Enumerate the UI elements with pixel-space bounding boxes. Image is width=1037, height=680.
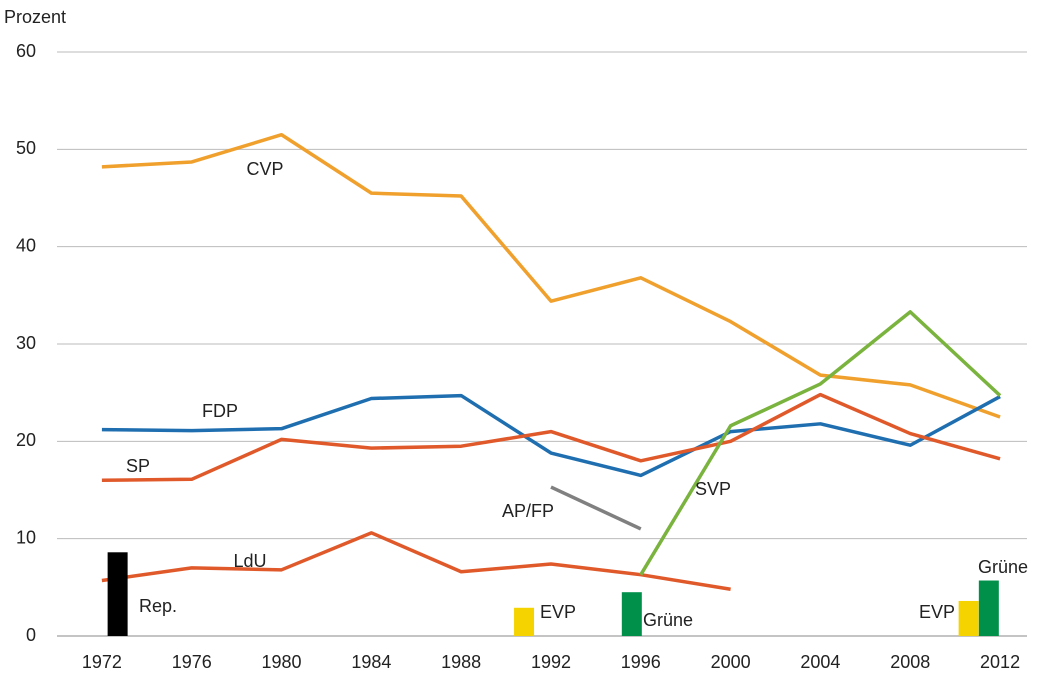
bar (978, 580, 999, 636)
x-tick-label: 2012 (980, 652, 1020, 672)
y-tick-label: 60 (16, 41, 36, 61)
series-label: FDP (202, 401, 238, 421)
bar (107, 552, 128, 636)
x-tick-label: 1972 (82, 652, 122, 672)
bar (958, 600, 979, 636)
series-line (101, 393, 1001, 478)
bar-label: EVP (919, 602, 955, 622)
series-line (550, 485, 642, 531)
y-tick-label: 0 (26, 625, 36, 645)
x-tick-label: 2008 (890, 652, 930, 672)
x-tick-label: 1996 (621, 652, 661, 672)
y-tick-label: 20 (16, 430, 36, 450)
x-tick-label: 1988 (441, 652, 481, 672)
x-tick-label: 2000 (711, 652, 751, 672)
y-tick-label: 30 (16, 333, 36, 353)
x-tick-label: 1976 (172, 652, 212, 672)
y-tick-label: 10 (16, 527, 36, 547)
y-tick-label: 50 (16, 138, 36, 158)
series-line (101, 392, 1001, 483)
bar (514, 607, 535, 636)
series-label: SVP (695, 479, 731, 499)
bar-label: Grüne (643, 610, 693, 630)
y-tick-label: 40 (16, 235, 36, 255)
series-line (101, 132, 1001, 419)
bar-label: EVP (540, 602, 576, 622)
series-label: LdU (233, 551, 266, 571)
series-line (101, 531, 731, 592)
series-label: CVP (246, 159, 283, 179)
x-tick-label: 1980 (262, 652, 302, 672)
bar (621, 592, 642, 636)
x-tick-label: 1984 (351, 652, 391, 672)
x-tick-label: 1992 (531, 652, 571, 672)
x-tick-label: 2004 (800, 652, 840, 672)
series-line (639, 310, 1002, 576)
y-axis-label: Prozent (4, 7, 66, 27)
bar-label: Grüne (978, 557, 1028, 577)
series-label: AP/FP (502, 501, 554, 521)
bar-label: Rep. (139, 596, 177, 616)
series-label: SP (126, 456, 150, 476)
